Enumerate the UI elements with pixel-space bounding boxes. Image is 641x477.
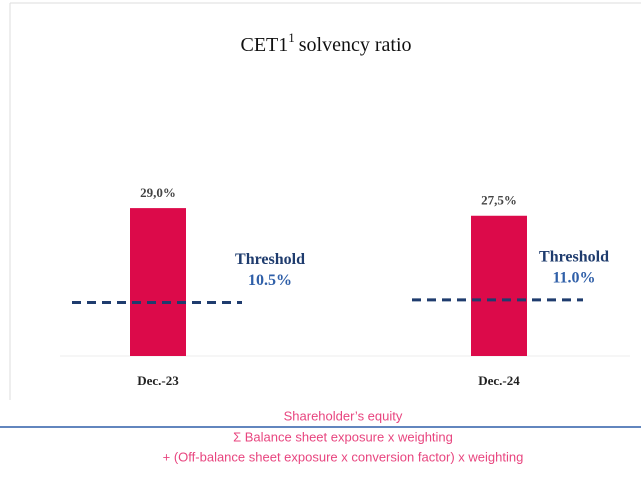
chart-title: CET11 solvency ratio [240,30,411,56]
x-tick-label: Dec.-24 [478,373,520,388]
footnote-denominator: + (Off-balance sheet exposure x conversi… [163,449,524,464]
footnote-denominator: Σ Balance sheet exposure x weighting [233,429,453,444]
bar [471,215,527,356]
value-label: 29,0% [140,185,176,200]
footnote-numerator: Shareholder’s equity [284,408,403,423]
threshold-name: Threshold [235,251,305,268]
title-main: CET1 [240,34,288,56]
x-tick-label: Dec.-23 [137,373,179,388]
threshold-value: 11.0% [552,270,595,287]
threshold-name: Threshold [539,249,609,266]
threshold-value: 10.5% [248,272,292,289]
value-label: 27,5% [481,193,517,208]
title-rest: solvency ratio [299,34,412,56]
title-superscript: 1 [288,30,295,45]
bar [130,208,186,356]
